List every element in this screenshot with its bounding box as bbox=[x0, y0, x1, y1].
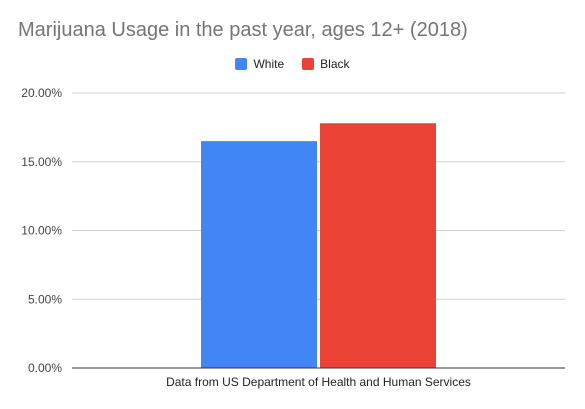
legend: White Black bbox=[0, 57, 585, 71]
legend-label-black: Black bbox=[320, 57, 350, 71]
legend-swatch-white bbox=[235, 58, 248, 70]
legend-label-white: White bbox=[253, 57, 285, 71]
chart-title: Marijuana Usage in the past year, ages 1… bbox=[18, 19, 468, 41]
legend-item-black: Black bbox=[302, 57, 350, 71]
y-tick-label: 10.00% bbox=[21, 224, 62, 238]
x-category-label: Data from US Department of Health and Hu… bbox=[166, 375, 471, 389]
legend-swatch-black bbox=[302, 58, 315, 70]
legend-item-white: White bbox=[235, 57, 284, 71]
y-tick-label: 5.00% bbox=[28, 292, 62, 306]
bar-black bbox=[320, 123, 436, 368]
y-tick-label: 15.00% bbox=[21, 155, 62, 169]
bar-white bbox=[201, 141, 317, 368]
y-tick-label: 0.00% bbox=[28, 361, 62, 375]
y-tick-label: 20.00% bbox=[21, 86, 62, 100]
